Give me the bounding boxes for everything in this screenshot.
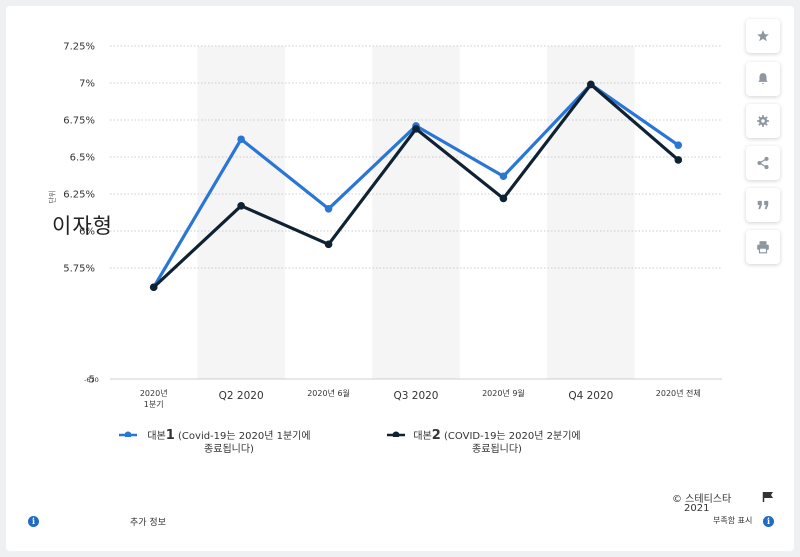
more-info-link[interactable]: 추가 정보 — [130, 518, 166, 528]
data-point-series-2 — [237, 202, 245, 210]
data-point-series-2 — [324, 240, 333, 249]
x-tick-label: 2020년 9월 — [482, 388, 525, 398]
x-tick-label: 2020년 1분기 — [140, 388, 168, 409]
cite-button[interactable] — [746, 188, 780, 222]
legend-swatch-2 — [387, 431, 405, 437]
share-icon — [757, 156, 769, 170]
copyright-year: 2021 — [684, 503, 710, 514]
gear-icon — [757, 115, 769, 127]
column-band — [547, 46, 635, 379]
y-tick-label: 6% — [79, 227, 95, 238]
star-icon — [757, 30, 769, 42]
y-axis-unit-label: 단위 — [48, 190, 57, 204]
data-point-series-2 — [412, 125, 420, 133]
line-chart: 5 5.75% 6% 6.25% 6.5% 6.75% 7% 7.25% -670 2020년 1분… — [63, 42, 722, 409]
x-tick-label: 2020년 6월 — [307, 388, 350, 398]
y-axis-title: 이자형 — [52, 214, 113, 238]
y-tick-label: 5 — [89, 375, 95, 386]
share-button[interactable] — [746, 146, 780, 180]
chart-card: 5 5.75% 6% 6.25% 6.5% 6.75% 7% 7.25% -670 2020년 1분… — [6, 6, 794, 551]
print-button[interactable] — [746, 230, 780, 264]
settings-button[interactable] — [746, 104, 780, 138]
data-point-series-1 — [674, 141, 683, 149]
legend-label-1: 대본1 (Covid-19는 2020년 1분기에 종료됩니다) — [147, 428, 311, 455]
data-point-series-2 — [149, 283, 158, 292]
column-band — [197, 46, 285, 379]
y-tick-label: 6.75% — [63, 116, 95, 127]
legend-item-series-2[interactable]: 대본2 (COVID-19는 2020년 2분기에 종료됩니다) — [386, 429, 582, 456]
legend-item-series-1[interactable]: 대본1 (Covid-19는 2020년 1분기에 종료됩니다) — [118, 429, 314, 456]
favorite-button[interactable] — [746, 19, 780, 53]
y-tick-label: 6.5% — [70, 153, 95, 164]
x-tick-label: 2020년 전체 — [656, 388, 701, 398]
bell-icon — [758, 73, 768, 84]
data-point-series-2 — [674, 156, 683, 164]
data-point-series-2 — [587, 80, 595, 89]
y-tick-label: 7.25% — [63, 42, 95, 53]
report-link[interactable]: 부족함 표시 — [713, 516, 753, 525]
x-tick-label: Q4 2020 — [568, 390, 613, 402]
notification-button[interactable] — [746, 62, 780, 96]
data-point-series-1 — [324, 205, 333, 213]
data-point-series-1 — [237, 135, 245, 144]
legend-label-2: 대본2 (COVID-19는 2020년 2분기에 종료됩니다) — [413, 428, 581, 455]
data-point-series-1 — [499, 172, 508, 181]
info-icon[interactable]: i — [28, 516, 39, 527]
column-band — [372, 46, 460, 379]
x-tick-label: Q2 2020 — [219, 390, 264, 402]
y-tick-label: 5.75% — [63, 264, 95, 275]
flag-icon[interactable] — [762, 491, 774, 503]
copyright-text: © 스테티스타 — [672, 494, 732, 505]
axis-extra-label: -670 — [84, 376, 99, 384]
legend-swatch-1 — [119, 431, 137, 437]
print-icon — [757, 241, 769, 254]
y-tick-label: 6.25% — [63, 190, 95, 201]
report-info-icon[interactable]: i — [763, 516, 774, 527]
y-tick-label: 7% — [79, 79, 95, 90]
data-point-series-2 — [499, 194, 508, 203]
x-tick-label: Q3 2020 — [393, 390, 438, 402]
quote-icon — [757, 200, 769, 210]
